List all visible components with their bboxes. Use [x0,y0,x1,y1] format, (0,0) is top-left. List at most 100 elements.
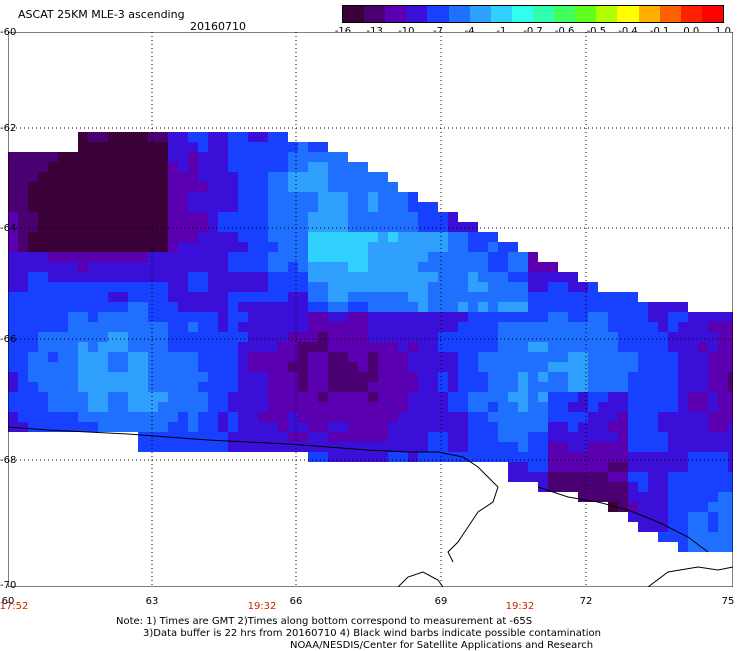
wind-cell [558,422,568,432]
wind-cell [238,212,248,222]
wind-cell [28,382,38,392]
wind-cell [408,432,418,442]
wind-cell [338,352,348,362]
wind-cell [388,322,398,332]
color-swatch-8 [511,6,533,22]
wind-cell [468,342,478,352]
wind-cell [28,242,38,252]
wind-cell [328,432,338,442]
wind-cell [88,232,98,242]
wind-cell [248,232,258,242]
wind-cell [688,382,698,392]
wind-cell [538,312,548,322]
wind-cell [478,232,488,242]
wind-cell [308,432,318,442]
wind-cell [58,302,68,312]
wind-cell [388,272,398,282]
wind-cell [98,372,108,382]
wind-cell [288,182,298,192]
wind-cell [488,332,498,342]
wind-cell [308,242,318,252]
wind-cell [638,442,648,452]
wind-cell [218,352,228,362]
wind-cell [48,222,58,232]
wind-cell [558,312,568,322]
wind-cell [268,252,278,262]
wind-cell [538,352,548,362]
wind-cell [138,242,148,252]
wind-cell [658,382,668,392]
wind-cell [178,152,188,162]
wind-cell [588,462,598,472]
wind-cell [228,402,238,412]
wind-cell [648,452,658,462]
wind-cell [88,342,98,352]
lon-label-69: 69 [434,596,448,607]
wind-cell [398,452,408,462]
wind-cell [8,362,18,372]
wind-cell [308,172,318,182]
wind-cell [478,272,488,282]
wind-cell [508,262,518,272]
wind-cell [188,432,198,442]
wind-cell [198,442,208,452]
wind-cell [138,332,148,342]
wind-cell [638,452,648,462]
wind-cell [298,192,308,202]
wind-cell [298,252,308,262]
wind-cell [338,272,348,282]
wind-cell [278,332,288,342]
wind-cell [298,402,308,412]
wind-cell [218,262,228,272]
wind-cell [398,192,408,202]
wind-cell [528,452,538,462]
wind-cell [478,252,488,262]
wind-cell [278,302,288,312]
wind-cell [298,262,308,272]
wind-cell [258,432,268,442]
wind-cell [658,322,668,332]
wind-cell [438,272,448,282]
wind-cell [498,392,508,402]
wind-cell [258,132,268,142]
wind-cell [168,162,178,172]
wind-cell [608,392,618,402]
wind-cell [278,162,288,172]
wind-cell [648,332,658,342]
wind-cell [538,372,548,382]
wind-cell [338,312,348,322]
wind-cell [428,332,438,342]
wind-cell [338,182,348,192]
wind-cell [318,222,328,232]
wind-cell [448,332,458,342]
wind-cell [678,472,688,482]
wind-cell [548,462,558,472]
wind-cell [448,382,458,392]
wind-cell [168,292,178,302]
wind-cell [278,232,288,242]
wind-cell [168,152,178,162]
wind-cell [158,272,168,282]
wind-cell [138,432,148,442]
wind-cell [28,262,38,272]
wind-cell [188,282,198,292]
wind-cell [368,302,378,312]
wind-cell [408,242,418,252]
wind-cell [158,412,168,422]
wind-cell [588,362,598,372]
wind-cell [568,302,578,312]
wind-cell [218,182,228,192]
wind-cell [628,312,638,322]
wind-cell [408,412,418,422]
wind-cell [578,432,588,442]
wind-cell [58,412,68,422]
wind-cell [58,422,68,432]
wind-cell [338,322,348,332]
wind-cell [598,292,608,302]
wind-cell [348,262,358,272]
wind-cell [708,492,718,502]
wind-cell [38,242,48,252]
wind-cell [258,382,268,392]
wind-cell [138,202,148,212]
wind-cell [248,252,258,262]
